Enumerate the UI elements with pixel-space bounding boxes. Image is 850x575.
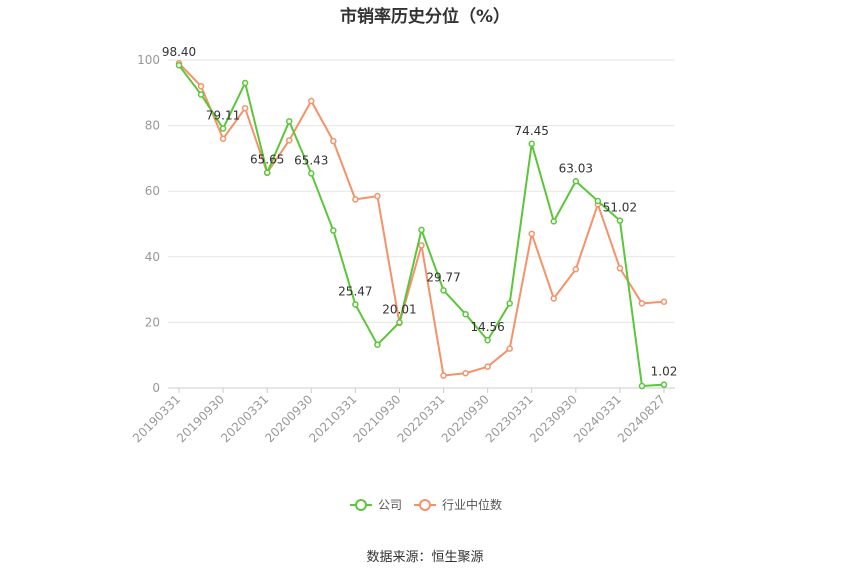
data-point: [197, 91, 205, 98]
data-label: 65.65: [250, 153, 284, 167]
data-label: 51.02: [603, 201, 637, 215]
y-tick-label: 0: [152, 381, 160, 395]
data-point: [374, 341, 381, 348]
data-point: [440, 287, 447, 294]
data-point: [572, 178, 580, 185]
data-point: [572, 266, 580, 273]
y-tick-label: 60: [145, 184, 160, 198]
data-point: [241, 79, 249, 87]
data-point: [506, 300, 513, 307]
legend-marker: [355, 499, 367, 511]
data-point: [175, 61, 183, 69]
data-point: [462, 310, 469, 318]
data-point: [506, 345, 513, 352]
data-point: [594, 197, 602, 205]
data-point: [308, 170, 315, 177]
data-point: [660, 298, 668, 305]
data-point: [528, 140, 535, 148]
data-point: [660, 381, 668, 388]
data-label: 29.77: [426, 270, 460, 284]
data-point: [374, 192, 381, 200]
data-point: [285, 118, 293, 125]
data-point: [330, 137, 337, 145]
data-point: [330, 227, 337, 234]
data-point: [418, 242, 425, 249]
y-tick-label: 100: [137, 53, 160, 67]
data-source: 数据来源：恒生聚源: [366, 550, 484, 565]
chart-title: 市销率历史分位（%）: [339, 7, 511, 27]
data-point: [550, 295, 558, 302]
data-point: [484, 363, 491, 370]
data-point: [528, 230, 535, 238]
data-point: [219, 135, 227, 142]
data-point: [638, 300, 646, 307]
data-point: [616, 217, 624, 224]
data-point: [352, 196, 359, 203]
data-point: [352, 301, 359, 308]
data-point: [219, 125, 227, 132]
data-point: [285, 137, 293, 144]
legend-marker: [419, 499, 431, 511]
x-tick-label: 20240827: [615, 392, 668, 445]
data-point: [308, 97, 315, 105]
data-label: 25.47: [338, 284, 372, 298]
legend-label: 行业中位数: [442, 497, 502, 512]
data-label: 20.01: [382, 302, 416, 316]
data-label: 14.56: [470, 320, 504, 334]
data-point: [484, 336, 491, 344]
data-point: [462, 369, 469, 377]
data-label: 79.11: [206, 109, 240, 123]
data-point: [418, 226, 425, 234]
y-tick-label: 80: [145, 119, 160, 133]
data-point: [241, 104, 249, 112]
data-point: [638, 382, 646, 390]
data-label: 63.03: [559, 161, 593, 175]
legend-label: 公司: [378, 498, 402, 512]
data-label: 1.02: [651, 365, 678, 379]
data-point: [616, 265, 624, 272]
data-point: [197, 82, 205, 90]
y-tick-label: 40: [145, 250, 160, 264]
y-tick-label: 20: [145, 315, 160, 329]
data-point: [396, 319, 403, 326]
data-point: [263, 169, 271, 176]
legend-item-industry-median: 行业中位数: [414, 497, 502, 512]
data-point: [550, 218, 558, 225]
data-label: 98.40: [162, 45, 196, 59]
data-point: [440, 372, 447, 379]
legend-item-company: 公司: [350, 498, 402, 512]
data-label: 65.43: [294, 153, 328, 167]
data-label: 74.45: [515, 124, 549, 138]
